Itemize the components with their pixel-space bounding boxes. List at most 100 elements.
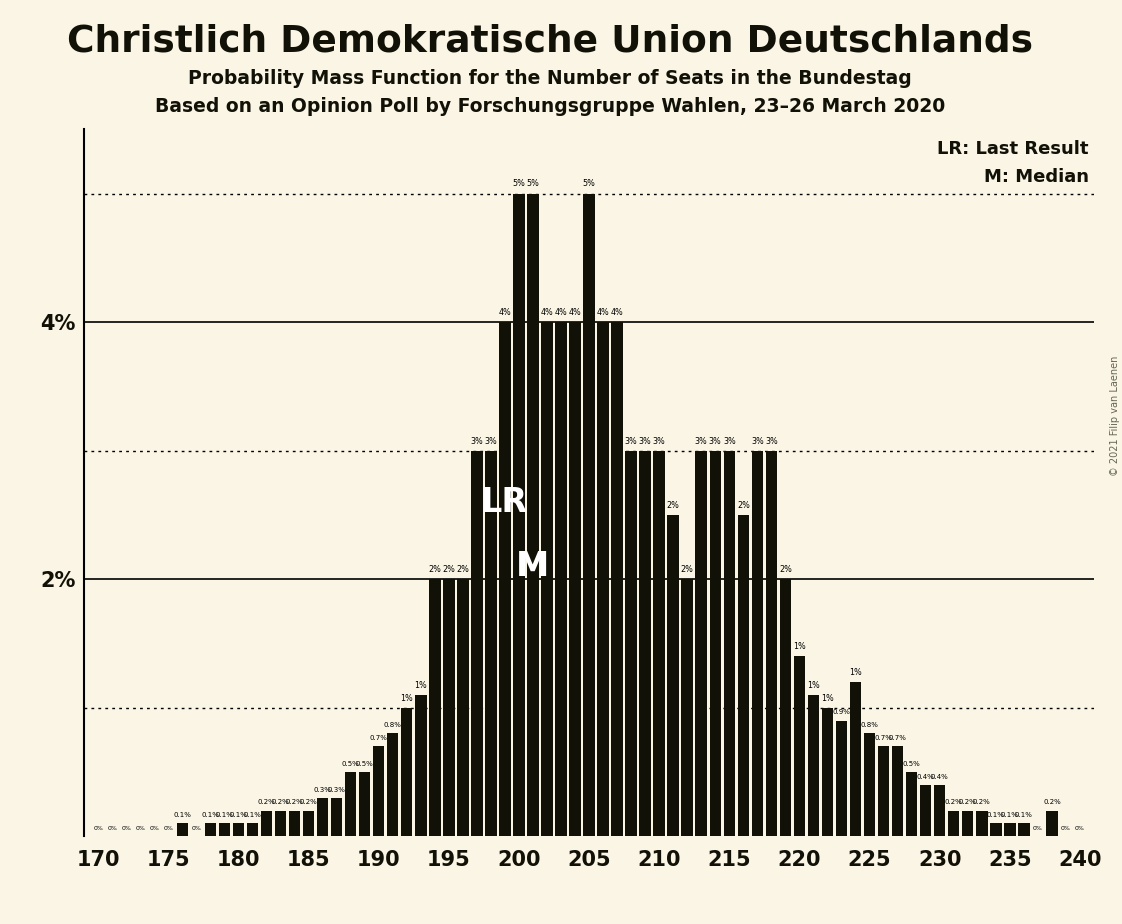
Bar (232, 823, 245, 836)
Text: 0.3%: 0.3% (314, 786, 331, 793)
Bar (836, 721, 847, 836)
Text: 3%: 3% (695, 436, 708, 445)
Text: 1%: 1% (414, 681, 427, 689)
Bar (611, 322, 623, 836)
Text: 1%: 1% (793, 642, 806, 651)
Text: 5%: 5% (526, 179, 540, 188)
Text: 0%: 0% (1033, 826, 1042, 831)
Text: 0.2%: 0.2% (959, 799, 976, 806)
Bar (204, 823, 217, 836)
Bar (387, 734, 398, 836)
Text: 0%: 0% (1061, 826, 1070, 831)
Bar (288, 810, 301, 836)
Text: Based on an Opinion Poll by Forschungsgruppe Wahlen, 23–26 March 2020: Based on an Opinion Poll by Forschungsgr… (155, 97, 945, 116)
Text: 0%: 0% (164, 826, 173, 831)
Bar (513, 194, 525, 836)
Bar (219, 823, 230, 836)
Text: 3%: 3% (765, 436, 778, 445)
Text: M: M (516, 550, 550, 583)
Bar (359, 772, 370, 836)
Bar (653, 451, 665, 836)
Text: 0.1%: 0.1% (202, 812, 219, 819)
Bar (415, 695, 426, 836)
Text: Probability Mass Function for the Number of Seats in the Bundestag: Probability Mass Function for the Number… (187, 69, 912, 89)
Bar (457, 579, 469, 836)
Bar (373, 747, 385, 836)
Bar (780, 579, 791, 836)
Text: 0.2%: 0.2% (300, 799, 318, 806)
Text: 0%: 0% (136, 826, 145, 831)
Bar (892, 747, 903, 836)
Text: 3%: 3% (638, 436, 652, 445)
Text: 2%: 2% (457, 565, 469, 574)
Bar (569, 322, 581, 836)
Bar (640, 451, 651, 836)
Text: 1%: 1% (821, 694, 834, 702)
Text: 2%: 2% (429, 565, 441, 574)
Text: 0.4%: 0.4% (917, 773, 935, 780)
Text: Christlich Demokratische Union Deutschlands: Christlich Demokratische Union Deutschla… (67, 23, 1032, 59)
Text: 0.5%: 0.5% (342, 760, 359, 767)
Text: 0.2%: 0.2% (286, 799, 303, 806)
Text: 4%: 4% (569, 308, 581, 317)
Bar (1018, 823, 1030, 836)
Text: 3%: 3% (625, 436, 637, 445)
Bar (976, 810, 987, 836)
Text: 0.2%: 0.2% (258, 799, 275, 806)
Bar (625, 451, 637, 836)
Text: 3%: 3% (470, 436, 484, 445)
Bar (752, 451, 763, 836)
Text: 0.3%: 0.3% (328, 786, 346, 793)
Text: 4%: 4% (541, 308, 553, 317)
Text: 5%: 5% (513, 179, 525, 188)
Text: 3%: 3% (751, 436, 764, 445)
Text: 5%: 5% (582, 179, 596, 188)
Text: 0.1%: 0.1% (1001, 812, 1019, 819)
Text: 3%: 3% (485, 436, 497, 445)
Text: 0.9%: 0.9% (833, 710, 850, 715)
Bar (905, 772, 918, 836)
Bar (737, 515, 749, 836)
Text: 4%: 4% (597, 308, 609, 317)
Text: 1%: 1% (401, 694, 413, 702)
Text: 2%: 2% (779, 565, 792, 574)
Text: M: Median: M: Median (984, 168, 1088, 187)
Bar (793, 656, 806, 836)
Bar (948, 810, 959, 836)
Bar (709, 451, 721, 836)
Text: 4%: 4% (554, 308, 568, 317)
Bar (429, 579, 441, 836)
Bar (724, 451, 735, 836)
Text: 0.8%: 0.8% (861, 723, 879, 728)
Bar (962, 810, 974, 836)
Bar (541, 322, 553, 836)
Bar (877, 747, 890, 836)
Text: 0%: 0% (149, 826, 159, 831)
Text: 0.2%: 0.2% (945, 799, 963, 806)
Bar (275, 810, 286, 836)
Bar (499, 322, 511, 836)
Bar (765, 451, 778, 836)
Bar (920, 784, 931, 836)
Text: 0.8%: 0.8% (384, 723, 402, 728)
Text: 0.5%: 0.5% (356, 760, 374, 767)
Text: 0.1%: 0.1% (230, 812, 247, 819)
Text: 2%: 2% (737, 501, 749, 510)
Bar (527, 194, 539, 836)
Text: LR: Last Result: LR: Last Result (937, 140, 1088, 158)
Text: 0.1%: 0.1% (1015, 812, 1032, 819)
Text: 0.2%: 0.2% (973, 799, 991, 806)
Bar (1004, 823, 1015, 836)
Text: 0.7%: 0.7% (875, 736, 892, 741)
Text: 0%: 0% (192, 826, 201, 831)
Bar (668, 515, 679, 836)
Text: 3%: 3% (653, 436, 665, 445)
Bar (485, 451, 497, 836)
Text: 0.4%: 0.4% (931, 773, 948, 780)
Bar (990, 823, 1002, 836)
Text: 2%: 2% (666, 501, 680, 510)
Text: 0.7%: 0.7% (889, 736, 907, 741)
Text: 0.2%: 0.2% (1043, 799, 1060, 806)
Text: 0%: 0% (121, 826, 131, 831)
Bar (1046, 810, 1058, 836)
